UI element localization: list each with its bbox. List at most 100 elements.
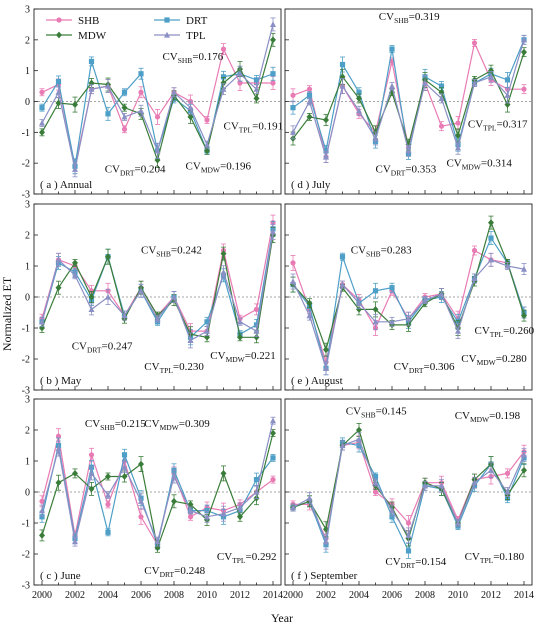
cv-annotation: CVTPL=0.292 [217,551,277,565]
y-tick-label: 0 [25,488,30,499]
data-point [72,166,78,172]
data-point [121,473,128,480]
data-point [290,105,296,111]
data-point [138,89,144,95]
data-point [306,299,313,307]
data-point [187,104,194,111]
x-tick-label: 2014 [263,590,283,601]
legend-marker [56,31,62,39]
legend-marker [164,31,170,38]
data-point [121,89,128,95]
data-point [389,507,395,514]
y-tick-label: 3 [25,5,30,16]
cv-annotation: CVDRT=0.306 [394,361,455,375]
data-point [270,477,276,483]
data-point [471,40,478,46]
data-point [121,312,128,319]
cv-annotation: CVMDW=0.309 [144,418,210,432]
data-point [389,46,395,52]
data-point [471,79,478,86]
data-point [405,315,412,322]
data-point [55,433,62,439]
data-point [323,153,329,160]
cv-annotation: CVDRT=0.353 [376,163,437,177]
series-line [41,420,274,544]
data-point [389,285,395,291]
data-point [290,260,296,266]
data-point [220,510,227,517]
data-point [55,445,62,452]
cv-annotation: CVMDW=0.314 [446,157,512,171]
data-point [72,101,78,108]
data-point [488,256,494,263]
data-point [372,306,379,313]
data-point [121,452,128,458]
data-point [504,92,511,98]
data-point [521,36,527,43]
data-point [270,429,276,437]
cv-annotation: CVDRT=0.248 [144,565,205,579]
data-point [372,479,379,486]
panel-label: ( c ) June [40,570,81,582]
data-point [237,318,243,325]
data-point [237,80,243,86]
y-tick-label: 3 [25,395,30,406]
data-point [438,83,445,89]
data-point [187,501,194,508]
data-point [39,514,45,520]
cv-annotation: CVTPL=0.260 [475,325,535,339]
data-point [105,491,111,498]
data-point [339,442,346,449]
data-point [138,71,144,77]
data-point [204,147,210,155]
series-line [41,436,274,547]
data-point [39,119,45,126]
data-point [39,507,45,514]
data-point [72,538,78,545]
data-point [204,508,210,514]
data-point [72,272,78,278]
y-tick-label: 2 [25,35,30,46]
y-tick-label: -1 [22,519,30,530]
data-point [356,426,362,434]
data-point [389,514,395,520]
panel-label: ( a ) Annual [40,179,92,191]
x-tick-label: 2000 [32,590,52,601]
panel-label: ( f ) September [291,570,358,582]
cv-annotation: CVMDW=0.196 [186,160,252,174]
data-point [438,482,445,489]
cv-annotation: CVSHB=0.145 [346,406,407,420]
data-point [39,318,45,325]
data-point [55,479,62,487]
series-drt [39,220,276,346]
y-tick-label: 1 [25,262,30,273]
panel-4: CVSHB=0.283 CVTPL=0.260 CVDRT=0.306 CVMDW=0… [284,203,535,391]
cv-annotation: CVDRT=0.247 [72,341,133,355]
data-point [339,61,346,68]
data-point [253,477,260,483]
data-point [521,86,527,92]
data-point [270,21,276,28]
data-point [372,318,379,325]
data-point [138,287,144,294]
data-point [204,513,210,520]
legend-entry-mdw: MDW [46,30,107,42]
y-axis-label: Normalized ET [0,276,14,351]
data-point [356,300,362,306]
cv-annotation: CVTPL=0.191 [224,120,284,134]
data-point [270,455,276,461]
data-point [504,77,511,83]
x-tick-label: 2012 [230,590,250,601]
data-point [121,464,128,470]
data-point [471,479,478,486]
data-point [389,318,395,325]
x-tick-label: 2002 [316,590,336,601]
y-tick-label: -3 [22,190,30,201]
y-tick-label: 0 [25,293,30,304]
data-point [237,70,243,77]
data-point [270,417,276,424]
data-point [488,235,494,241]
x-axis-label: Year [271,611,293,625]
series-line [41,39,274,163]
legend-marker [164,17,170,23]
